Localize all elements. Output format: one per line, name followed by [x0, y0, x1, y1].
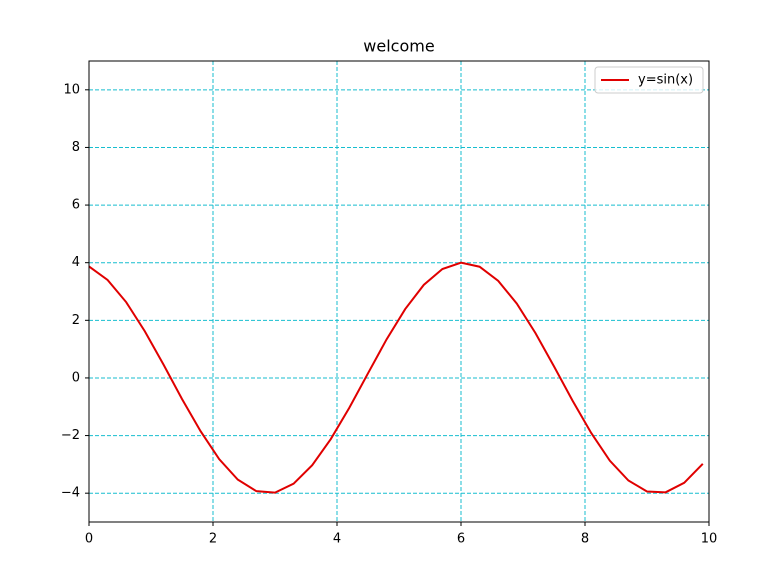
- y-tick-label: −2: [61, 428, 80, 443]
- y-tick-label: 6: [72, 198, 80, 213]
- x-tick-label: 4: [333, 532, 341, 547]
- x-tick-label: 8: [581, 532, 589, 547]
- x-tick-label: 2: [209, 532, 217, 547]
- legend-label: y=sin(x): [638, 73, 693, 88]
- line-series: [88, 261, 704, 494]
- x-tick-label: 10: [701, 532, 718, 547]
- y-tick-label: −4: [61, 486, 80, 501]
- y-tick-label: 2: [72, 313, 80, 328]
- y-tick-label: 0: [72, 370, 80, 385]
- legend-box: [594, 66, 704, 94]
- x-tick-label: 6: [457, 532, 465, 547]
- x-tick-label: 0: [85, 532, 93, 547]
- y-tick-label: 10: [63, 82, 80, 97]
- chart-title: welcome: [363, 37, 434, 56]
- plot-frame: [88, 60, 710, 523]
- y-tick-label: 4: [72, 255, 80, 270]
- y-tick-label: 8: [72, 140, 80, 155]
